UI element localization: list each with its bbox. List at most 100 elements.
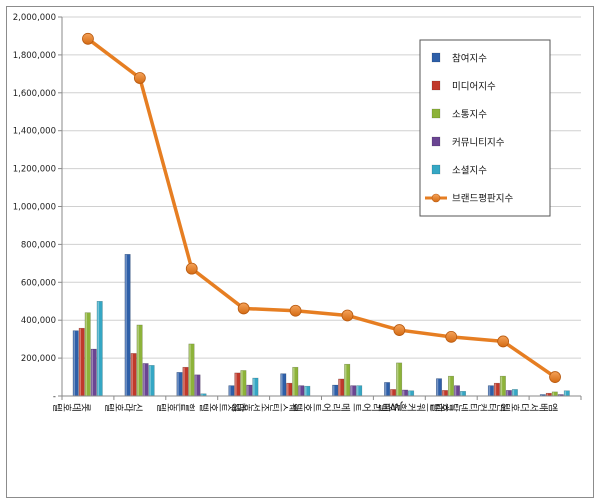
bar-highlight <box>177 372 179 396</box>
legend-swatch <box>431 164 441 175</box>
bar-highlight <box>564 391 567 396</box>
brand-reputation-chart: - 200,000 400,000 600,000 800,000 1,000,000 1,… <box>13 13 582 412</box>
line-marker <box>185 262 198 275</box>
legend-swatch <box>431 108 441 119</box>
y-tick-label: 200,000 <box>21 354 56 364</box>
legend-label: 참여지수 <box>452 53 487 65</box>
bar-highlight <box>85 313 87 396</box>
x-tick-label: JW메리어트 <box>352 401 403 412</box>
bar-highlight <box>332 385 335 396</box>
bar-highlight <box>143 363 145 396</box>
y-tick-label: 1,600,000 <box>13 89 56 99</box>
bar-highlight <box>247 385 249 396</box>
line-marker <box>497 335 510 348</box>
bar-highlight <box>512 389 515 396</box>
bar-highlight <box>506 390 509 396</box>
y-tick-label: 1,800,000 <box>13 51 56 61</box>
bar-highlight <box>454 386 457 396</box>
line-marker <box>393 324 406 336</box>
legend-swatch <box>431 52 441 63</box>
bar-highlight <box>558 394 561 396</box>
brand-reputation-line <box>82 32 561 383</box>
bar-highlight <box>195 375 197 396</box>
y-tick-label: 1,400,000 <box>13 127 56 137</box>
bar-highlight <box>149 365 151 396</box>
x-tick-label: 힐튼호텔 <box>157 401 196 412</box>
bar-highlight <box>338 379 341 396</box>
bar-highlight <box>448 376 451 396</box>
line-marker <box>82 32 94 45</box>
bar-highlight <box>253 378 255 396</box>
bar-highlight <box>494 383 497 396</box>
bar-highlight <box>460 391 463 396</box>
bar-highlight <box>235 373 237 396</box>
bar-highlight <box>500 376 503 396</box>
x-tick-label: 신라호텔 <box>105 401 143 412</box>
bar-highlight <box>390 389 393 396</box>
x-tick-label: 하얏트호텔 <box>199 401 247 412</box>
bar-highlight <box>131 353 133 396</box>
y-tick-label: 2,000,000 <box>13 13 56 23</box>
y-axis-ticks: - 200,000 400,000 600,000 800,000 1,000,000 1,… <box>13 13 56 402</box>
x-tick-label: 웨스틴조선호텔 <box>232 401 299 412</box>
bar-highlight <box>91 349 93 396</box>
y-tick-label: - <box>53 392 56 402</box>
bar-highlight <box>384 382 387 396</box>
line-marker <box>341 309 354 322</box>
line-marker <box>289 304 302 317</box>
legend-label: 소통지수 <box>452 110 487 121</box>
bar-highlight <box>125 254 127 396</box>
x-tick-label: 그랜드워커힐호텔 <box>378 401 454 412</box>
y-tick-label: 800,000 <box>21 240 56 250</box>
legend-swatch <box>431 136 441 147</box>
bar-highlight <box>281 374 283 396</box>
legend-box <box>419 39 551 217</box>
legend-label: 미디어지수 <box>452 82 496 93</box>
bar-highlight <box>299 386 301 396</box>
bar-highlight <box>97 301 99 396</box>
bar-highlight <box>344 364 347 396</box>
line-marker <box>445 330 458 343</box>
bar-highlight <box>183 367 185 396</box>
bar-highlight <box>241 370 243 396</box>
bar-highlight <box>552 392 555 396</box>
x-tick-label: 엠배서더호텔 <box>501 401 559 412</box>
legend-swatch <box>431 80 441 91</box>
bar-highlight <box>396 363 399 396</box>
y-tick-label: 1,200,000 <box>13 165 56 175</box>
y-tick-label: 400,000 <box>21 316 56 326</box>
bar-highlight <box>73 331 75 396</box>
legend-label: 소셜지수 <box>452 166 487 177</box>
axes <box>61 17 582 400</box>
bar-highlight <box>79 328 81 396</box>
bars <box>72 254 570 397</box>
bar-highlight <box>488 386 491 396</box>
legend-label: 커뮤니티지수 <box>452 138 505 149</box>
bar-highlight <box>408 391 411 396</box>
series-line <box>86 37 557 379</box>
bar-highlight <box>436 379 439 396</box>
legend-marker <box>431 193 441 203</box>
bar-highlight <box>402 390 405 396</box>
bar-highlight <box>201 394 203 396</box>
line-marker <box>549 371 561 383</box>
line-marker <box>237 302 250 315</box>
x-tick-label: 롯데호텔 <box>53 401 91 412</box>
bar-highlight <box>137 325 139 396</box>
bar-highlight <box>287 383 289 396</box>
bar-highlight <box>189 344 191 396</box>
chart-frame: - 200,000 400,000 600,000 800,000 1,000,000 1,… <box>6 6 594 498</box>
bar-highlight <box>356 386 359 396</box>
bar-highlight <box>229 386 231 396</box>
bar-highlight <box>442 390 445 396</box>
x-tick-label: 인터컨티넨탈호텔 <box>430 401 506 412</box>
bar-highlight <box>546 393 549 396</box>
y-tick-label: 1,000,000 <box>13 203 56 213</box>
bar-highlight <box>305 386 307 396</box>
bar-highlight <box>293 367 295 396</box>
legend-label: 브랜드평판지수 <box>452 194 513 205</box>
bar-highlight <box>350 386 353 396</box>
x-tick-label: 메리어트호텔 <box>293 401 350 412</box>
bar-highlight <box>540 394 543 396</box>
